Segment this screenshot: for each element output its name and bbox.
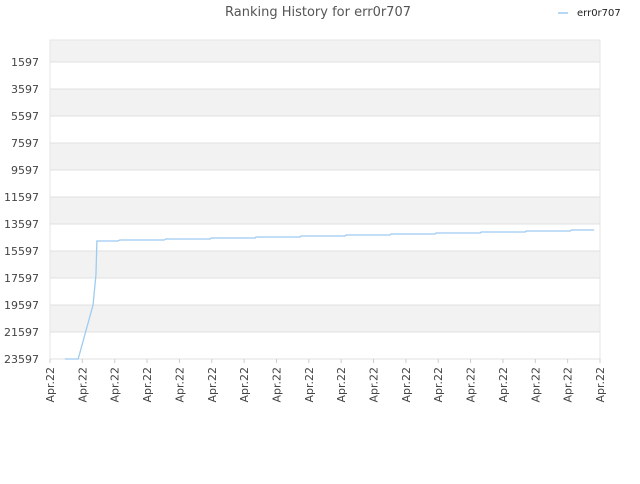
y-tick-label: 11597 (4, 191, 39, 204)
grid-band (50, 251, 600, 279)
grid-band (50, 197, 600, 225)
grid-band (50, 40, 600, 63)
y-tick-label: 15597 (4, 245, 39, 258)
grid-band (50, 224, 600, 252)
y-tick-label: 19597 (4, 299, 39, 312)
x-tick-label: Apr.22 (529, 367, 542, 403)
x-tick-label: Apr.22 (206, 367, 219, 403)
legend-label: err0r707 (577, 8, 621, 19)
x-tick-label: Apr.22 (432, 367, 445, 403)
x-tick-label: Apr.22 (562, 367, 575, 403)
y-tick-label: 13597 (4, 218, 39, 231)
y-tick-label: 5597 (11, 110, 39, 123)
y-tick-label: 9597 (11, 164, 39, 177)
chart-title: Ranking History for err0r707 (225, 5, 411, 20)
y-tick-label: 21597 (4, 326, 39, 339)
x-tick-label: Apr.22 (368, 367, 381, 403)
grid-band (50, 332, 600, 359)
x-tick-label: Apr.22 (173, 367, 186, 403)
x-tick-label: Apr.22 (109, 367, 122, 403)
x-tick-label: Apr.22 (400, 367, 413, 403)
grid-band (50, 278, 600, 306)
y-tick-label: 17597 (4, 272, 39, 285)
grid-band (50, 170, 600, 198)
x-tick-label: Apr.22 (238, 367, 251, 403)
series-line (64, 229, 595, 360)
x-tick-label: Apr.22 (303, 367, 316, 403)
x-tick-label: Apr.22 (497, 367, 510, 403)
y-tick-label: 7597 (11, 137, 39, 150)
grid-band (50, 89, 600, 117)
x-tick-label: Apr.22 (44, 367, 57, 403)
grid-band (50, 143, 600, 171)
y-tick-label: 23597 (4, 353, 39, 366)
grid-band (50, 116, 600, 144)
grid-band (50, 62, 600, 90)
x-tick-label: Apr.22 (594, 367, 607, 403)
x-tick-label: Apr.22 (270, 367, 283, 403)
x-tick-label: Apr.22 (76, 367, 89, 403)
y-tick-label: 1597 (11, 56, 39, 69)
y-tick-label: 3597 (11, 83, 39, 96)
grid-band (50, 305, 600, 333)
x-tick-label: Apr.22 (141, 367, 154, 403)
x-tick-label: Apr.22 (335, 367, 348, 403)
x-tick-label: Apr.22 (465, 367, 478, 403)
